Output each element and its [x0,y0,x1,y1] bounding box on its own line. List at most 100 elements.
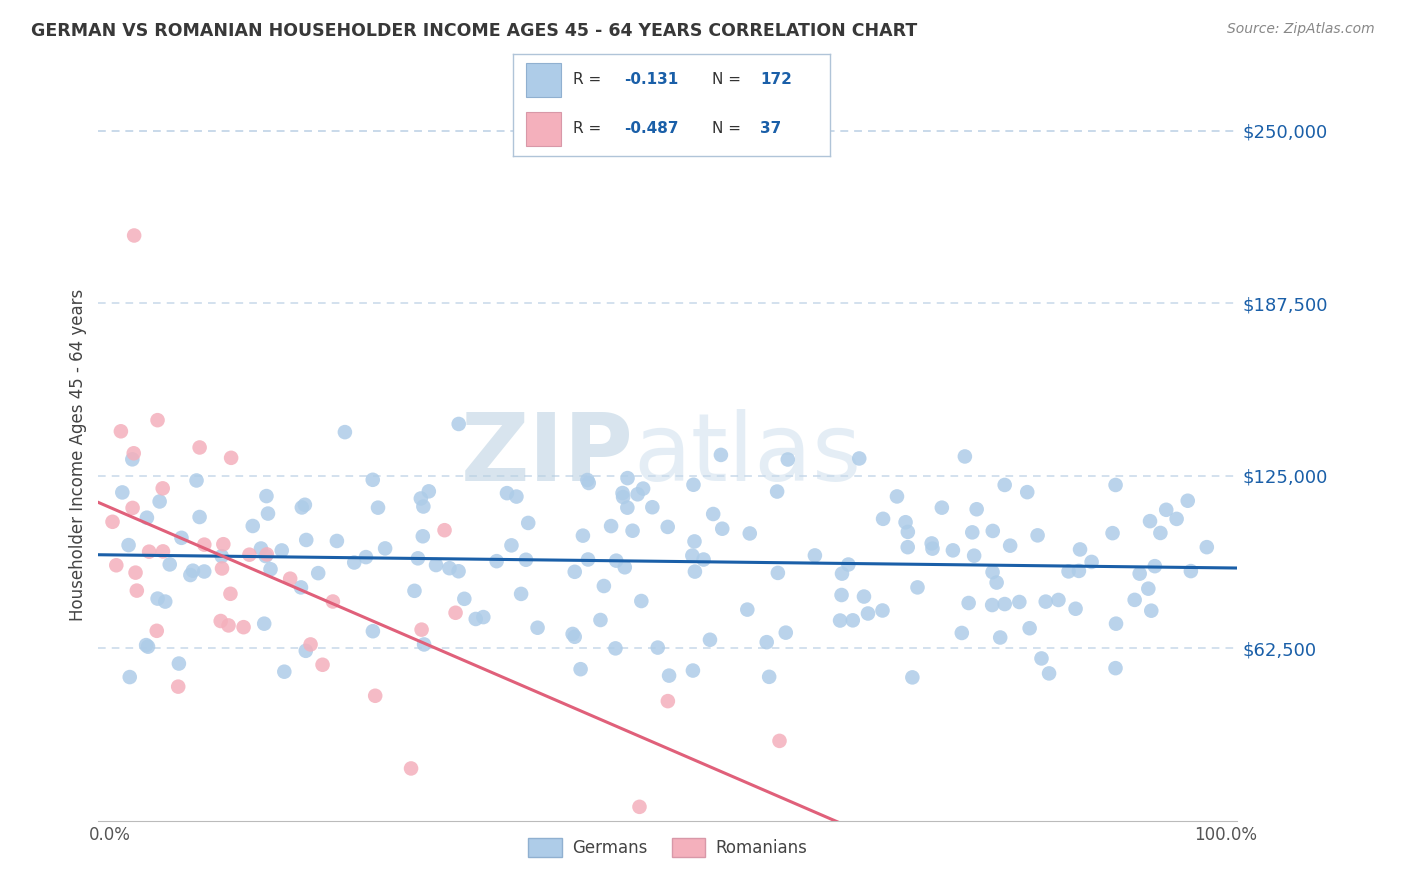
Point [517,516,540,530]
Point [572,528,595,542]
Point [311,657,333,672]
Point [250,541,273,556]
Point [354,550,377,565]
Point [439,561,461,575]
Point [299,637,322,651]
Point [124,566,146,580]
Point [232,620,254,634]
Point [253,616,276,631]
Point [907,581,929,595]
Point [828,614,851,628]
Point [886,490,908,504]
Point [412,500,434,514]
Text: 172: 172 [759,72,792,87]
Point [988,631,1011,645]
Text: Source: ZipAtlas.com: Source: ZipAtlas.com [1227,22,1375,37]
Point [831,588,853,602]
Point [170,531,193,545]
Point [496,486,519,500]
Point [444,606,467,620]
Point [564,565,586,579]
Point [138,544,160,558]
Legend: Germans, Romanians: Germans, Romanians [522,831,814,863]
Point [894,515,917,529]
Point [219,450,242,465]
Point [333,425,356,439]
Point [209,614,232,628]
Point [295,533,318,547]
Point [682,664,704,678]
Point [1166,512,1188,526]
Point [605,641,627,656]
Point [472,610,495,624]
Point [149,494,172,508]
Point [278,572,301,586]
Point [1104,478,1126,492]
Point [1038,666,1060,681]
Point [1104,661,1126,675]
Point [578,475,600,490]
Point [117,538,139,552]
Point [326,533,349,548]
Point [657,694,679,708]
Point [897,540,920,554]
Point [122,446,145,460]
Point [737,602,759,616]
Point [146,413,169,427]
Point [1139,514,1161,528]
Point [963,549,986,563]
Point [658,668,681,682]
Point [628,800,651,814]
Point [273,665,295,679]
Point [766,566,789,580]
Point [962,525,984,540]
Point [1154,503,1177,517]
Point [374,541,396,556]
Point [361,624,384,639]
Text: -0.131: -0.131 [624,72,678,87]
Point [901,670,924,684]
Point [842,613,865,627]
Point [1018,621,1040,635]
Point [464,612,486,626]
Point [921,536,943,550]
Point [211,561,233,575]
Point [872,512,894,526]
Point [692,552,714,566]
Point [631,482,654,496]
Text: N =: N = [713,121,741,136]
Point [1105,616,1128,631]
Point [1067,564,1090,578]
Point [766,484,789,499]
Point [848,451,870,466]
Point [657,520,679,534]
Point [290,581,312,595]
Point [453,591,475,606]
Point [447,417,470,431]
Point [1017,485,1039,500]
Point [105,558,128,573]
Point [110,425,132,439]
Text: R =: R = [574,121,602,136]
Text: GERMAN VS ROMANIAN HOUSEHOLDER INCOME AGES 45 - 64 YEARS CORRELATION CHART: GERMAN VS ROMANIAN HOUSEHOLDER INCOME AG… [31,22,917,40]
Point [1035,594,1057,608]
Point [683,565,706,579]
Point [188,510,211,524]
Point [981,524,1004,538]
Point [630,594,652,608]
Point [837,558,859,572]
Point [121,500,143,515]
Point [710,448,733,462]
Point [576,552,599,566]
Point [641,500,664,515]
Point [411,623,433,637]
Point [193,565,215,579]
Point [957,596,980,610]
Point [1123,593,1146,607]
Point [501,538,523,552]
Point [1180,564,1202,578]
Point [256,548,278,562]
Point [852,590,875,604]
Point [1177,493,1199,508]
Point [966,502,988,516]
